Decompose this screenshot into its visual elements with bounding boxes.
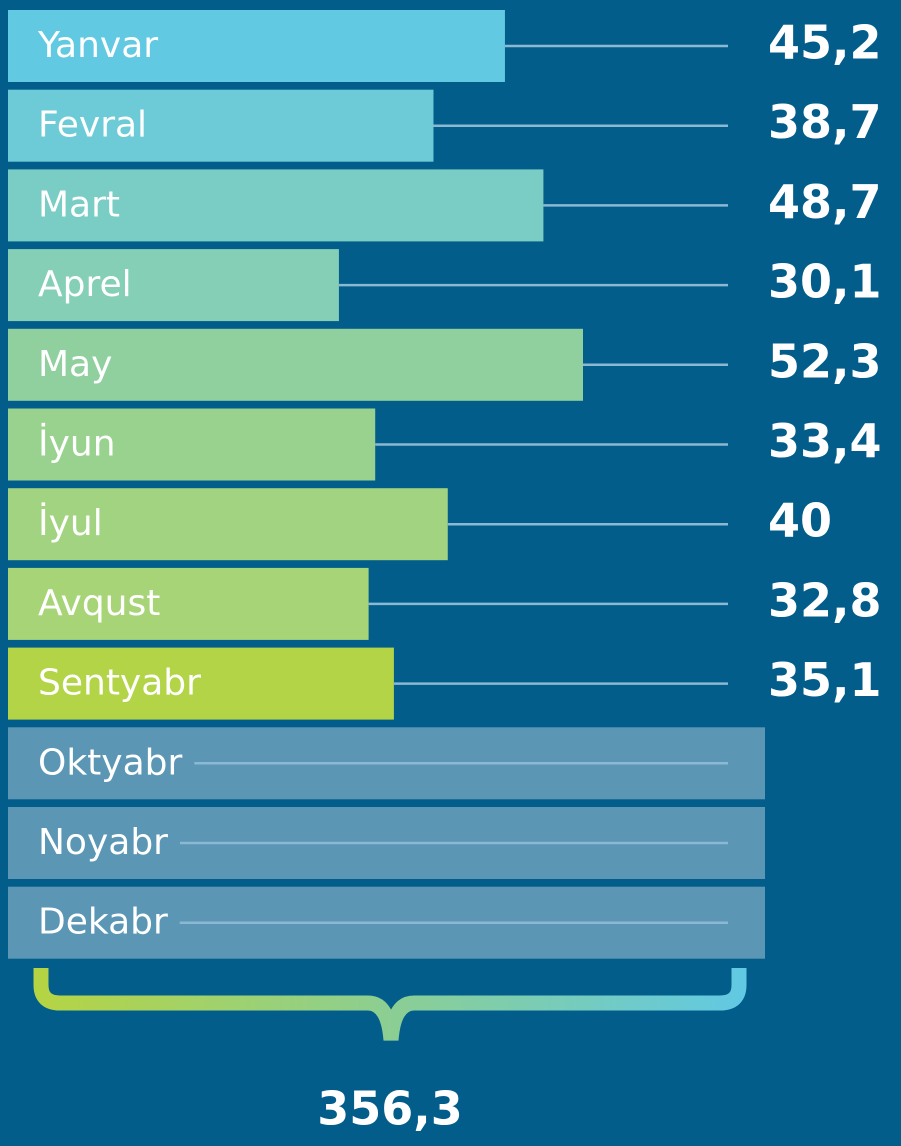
bar: [8, 488, 448, 561]
category-label: Mart: [38, 184, 120, 225]
value-label: 30,1: [768, 255, 882, 309]
category-label: Oktyabr: [38, 742, 183, 783]
total-label: 356,3: [317, 1082, 463, 1136]
value-label: 33,4: [768, 414, 882, 468]
category-label: İyul: [38, 502, 103, 544]
total-brace: [33, 968, 747, 1041]
category-label: Fevral: [38, 105, 147, 146]
bar: [8, 408, 376, 481]
category-label: May: [38, 344, 112, 385]
value-label: 35,1: [768, 653, 882, 707]
bar: [8, 89, 434, 162]
value-label: 40: [768, 494, 832, 548]
value-label: 32,8: [768, 573, 882, 627]
bar: [8, 647, 394, 720]
value-label: 38,7: [768, 95, 882, 149]
category-label: Yanvar: [37, 25, 158, 66]
category-label: Noyabr: [38, 822, 168, 863]
bar: [8, 249, 339, 322]
category-label: İyun: [38, 423, 116, 465]
value-label: 45,2: [768, 16, 882, 70]
bar: [8, 169, 544, 242]
category-label: Dekabr: [38, 902, 168, 943]
category-label: Avqust: [38, 583, 160, 624]
value-label: 52,3: [768, 334, 882, 388]
category-label: Sentyabr: [38, 663, 201, 704]
bar: [8, 328, 583, 401]
bar: [8, 567, 369, 640]
category-label: Aprel: [38, 264, 132, 305]
value-label: 48,7: [768, 175, 882, 229]
bar: [8, 10, 505, 82]
